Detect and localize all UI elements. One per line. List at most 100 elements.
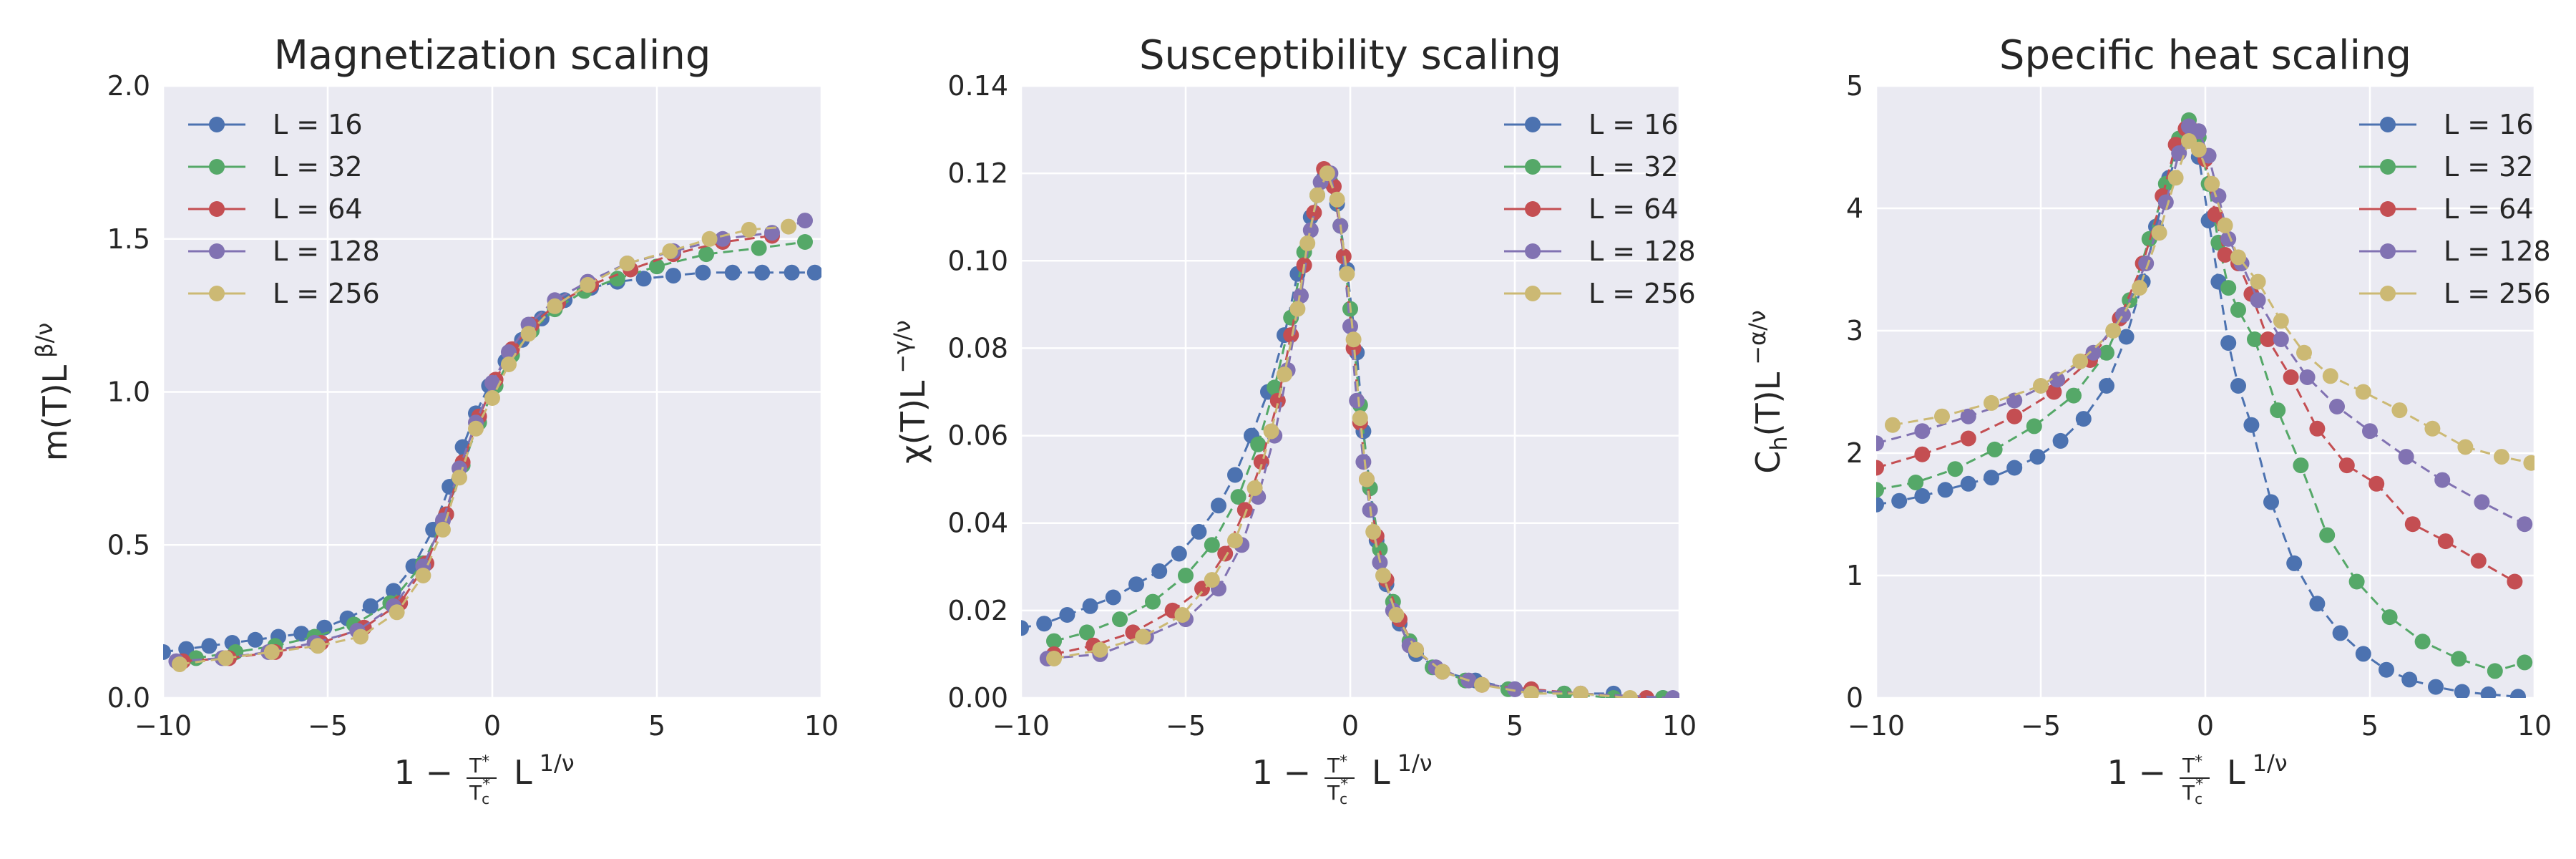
data-point xyxy=(2118,329,2135,345)
y-tick-label: 0.08 xyxy=(947,332,1008,364)
legend-entry: L = 16 xyxy=(1504,109,1679,140)
y-axis-label-main: C xyxy=(1749,451,1787,474)
data-point xyxy=(1293,288,1309,304)
series-l256 xyxy=(1046,165,1638,698)
data-point xyxy=(2052,432,2069,449)
data-point xyxy=(695,264,711,281)
data-point xyxy=(724,264,741,281)
y-axis-label-sup: β/ν xyxy=(31,323,58,358)
series-l256 xyxy=(172,218,796,672)
data-point xyxy=(1246,480,1263,496)
data-point xyxy=(218,650,234,666)
data-point xyxy=(580,276,596,293)
y-tick-label: 0 xyxy=(1846,682,1863,714)
data-point xyxy=(2099,378,2114,394)
data-point xyxy=(468,420,484,437)
x-axis-label-den-sub: c xyxy=(2195,790,2202,807)
legend-entry: L = 128 xyxy=(2359,236,2551,267)
data-point xyxy=(2523,455,2534,471)
data-point xyxy=(2171,145,2187,161)
data-point xyxy=(1622,690,1638,698)
data-point xyxy=(501,356,517,372)
legend-entry: L = 32 xyxy=(188,151,363,183)
data-point xyxy=(2217,247,2233,263)
y-tick-label: 0.00 xyxy=(947,682,1008,714)
data-point xyxy=(163,644,171,660)
data-point xyxy=(2250,292,2266,309)
data-point xyxy=(2299,369,2316,385)
data-point xyxy=(2167,170,2184,186)
data-point xyxy=(2451,651,2467,667)
x-axis-label-num-sup: * xyxy=(482,753,489,771)
data-point xyxy=(619,256,635,271)
data-point xyxy=(784,264,800,281)
data-point xyxy=(2322,368,2338,384)
legend-marker xyxy=(2380,286,2396,301)
data-point xyxy=(2230,249,2246,266)
data-point xyxy=(2296,344,2312,361)
data-point xyxy=(1365,523,1382,540)
x-tick-label: 0 xyxy=(484,710,501,742)
data-point xyxy=(1079,624,1095,641)
data-point xyxy=(2151,225,2167,241)
data-point xyxy=(484,374,500,391)
data-point xyxy=(1876,496,1884,513)
x-axis-label-factor-L: L xyxy=(514,753,532,792)
x-axis-label-factor-sup: 1/ν xyxy=(1397,749,1433,777)
y-tick-label: 0.0 xyxy=(107,682,150,714)
legend-label: L = 16 xyxy=(1589,109,1679,140)
data-point xyxy=(2434,472,2451,488)
x-tick-label: 10 xyxy=(2517,710,2552,742)
data-point xyxy=(2220,280,2237,296)
legend-marker xyxy=(209,117,225,132)
data-point xyxy=(1174,607,1191,623)
data-point xyxy=(1306,205,1322,221)
legend-marker xyxy=(2380,243,2396,259)
data-point xyxy=(1227,467,1243,483)
x-axis-label-fraction-num: T* xyxy=(469,753,489,777)
x-axis-label-factor-L: L xyxy=(1372,753,1390,792)
x-tick-label: 5 xyxy=(648,710,665,742)
y-tick-label: 1.5 xyxy=(107,223,150,255)
data-point xyxy=(2085,344,2102,361)
data-point xyxy=(1302,222,1319,238)
data-point xyxy=(1046,633,1062,649)
data-point xyxy=(247,631,263,648)
x-tick-label: −10 xyxy=(1848,710,1905,742)
data-point xyxy=(2379,661,2394,678)
legend-label: L = 16 xyxy=(2444,109,2534,140)
data-point xyxy=(2355,384,2371,400)
x-axis-label-den-sub: c xyxy=(1340,790,1347,807)
legend-label: L = 128 xyxy=(2444,236,2551,267)
x-tick-label: −5 xyxy=(308,710,348,742)
legend-entry: L = 256 xyxy=(2359,278,2551,309)
data-point xyxy=(435,521,451,538)
data-point xyxy=(1230,489,1246,505)
legend-entry: L = 128 xyxy=(188,236,380,267)
data-point xyxy=(2260,331,2276,347)
data-point xyxy=(1523,685,1539,698)
data-point xyxy=(1319,165,1335,182)
data-point xyxy=(1217,545,1234,562)
x-tick-label: −5 xyxy=(1166,710,1206,742)
legend-marker xyxy=(2380,117,2396,132)
data-point xyxy=(2474,494,2490,510)
data-point xyxy=(1342,318,1358,334)
data-point xyxy=(1046,651,1062,666)
data-point xyxy=(2428,679,2444,695)
legend-label: L = 256 xyxy=(273,278,380,309)
data-point xyxy=(1112,611,1128,628)
legend-marker xyxy=(1525,286,1541,301)
data-point xyxy=(2510,689,2526,698)
data-point xyxy=(2217,217,2233,233)
data-point xyxy=(1355,454,1372,470)
series-line xyxy=(1876,132,2519,698)
y-tick-label: 0.02 xyxy=(947,595,1008,626)
y-tick-label: 1 xyxy=(1846,560,1863,591)
data-point xyxy=(1145,593,1161,610)
data-point xyxy=(1059,607,1075,623)
data-point xyxy=(353,629,369,645)
data-point xyxy=(1345,331,1362,348)
legend: L = 16 L = 32 L = 64 L = 128 L = 256 xyxy=(1504,109,1696,309)
data-point xyxy=(1474,676,1490,693)
